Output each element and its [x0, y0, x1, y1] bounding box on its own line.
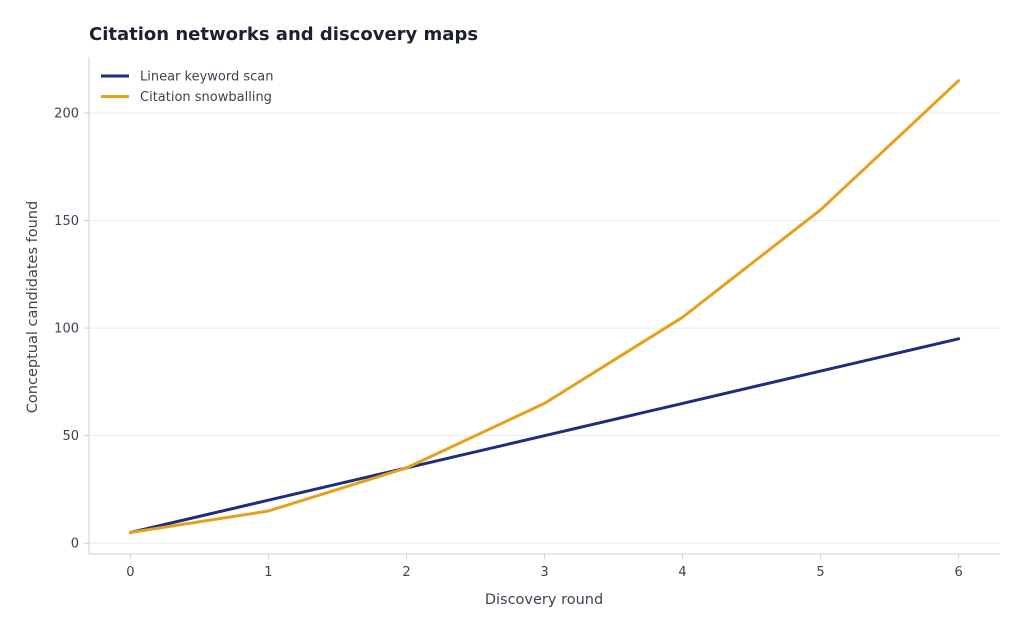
x-tick-label: 4 — [678, 565, 686, 580]
legend-label-1: Linear keyword scan — [140, 70, 274, 85]
series-lines — [128, 79, 961, 534]
x-tick-label: 3 — [540, 565, 548, 580]
y-tick-label: 50 — [62, 429, 79, 444]
y-axis-ticks: 0 50 100 150 200 — [54, 106, 89, 552]
x-tick-label: 6 — [954, 565, 962, 580]
y-tick-label: 200 — [54, 106, 79, 121]
x-tick-label: 2 — [402, 565, 410, 580]
x-tick-label: 1 — [264, 565, 272, 580]
x-tick-label: 0 — [126, 565, 134, 580]
axes — [88, 57, 1000, 555]
series-line-2 — [128, 79, 961, 534]
series-line-1 — [128, 337, 961, 534]
chart-title: Citation networks and discovery maps — [89, 24, 478, 45]
x-tick-label: 5 — [816, 565, 824, 580]
x-axis-ticks: 0 1 2 3 4 5 6 — [126, 554, 963, 580]
grid — [89, 112, 1000, 544]
y-axis-label: Conceptual candidates found — [25, 201, 41, 413]
legend-label-2: Citation snowballing — [140, 90, 272, 105]
y-tick-label: 100 — [54, 322, 79, 337]
x-axis-label: Discovery round — [485, 592, 603, 608]
y-tick-label: 150 — [54, 214, 79, 229]
y-tick-label: 0 — [71, 537, 79, 552]
legend: Linear keyword scan Citation snowballing — [101, 70, 274, 105]
